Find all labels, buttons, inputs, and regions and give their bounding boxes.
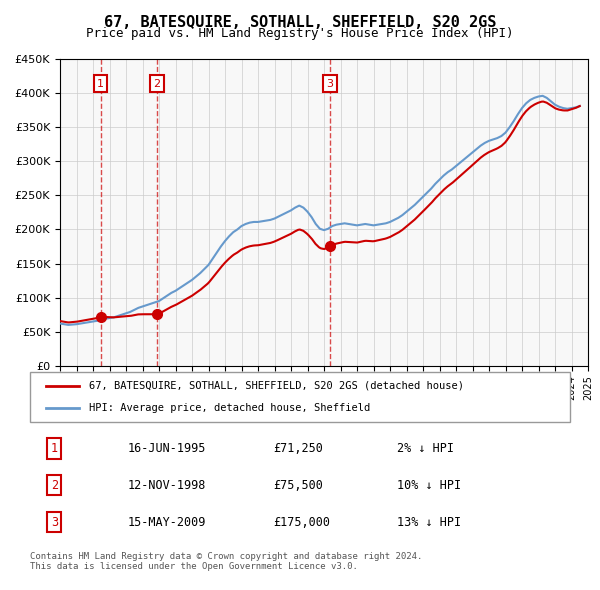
- Text: Price paid vs. HM Land Registry's House Price Index (HPI): Price paid vs. HM Land Registry's House …: [86, 27, 514, 40]
- Text: 2: 2: [153, 78, 160, 88]
- Text: 12-NOV-1998: 12-NOV-1998: [127, 478, 206, 492]
- Text: 16-JUN-1995: 16-JUN-1995: [127, 442, 206, 455]
- Text: 2% ↓ HPI: 2% ↓ HPI: [397, 442, 454, 455]
- Text: Contains HM Land Registry data © Crown copyright and database right 2024.
This d: Contains HM Land Registry data © Crown c…: [30, 552, 422, 571]
- Text: 10% ↓ HPI: 10% ↓ HPI: [397, 478, 461, 492]
- Text: 1: 1: [97, 78, 104, 88]
- Text: 13% ↓ HPI: 13% ↓ HPI: [397, 516, 461, 529]
- Text: £175,000: £175,000: [273, 516, 330, 529]
- Text: £75,500: £75,500: [273, 478, 323, 492]
- Text: 3: 3: [326, 78, 334, 88]
- FancyBboxPatch shape: [30, 372, 570, 422]
- Text: 67, BATESQUIRE, SOTHALL, SHEFFIELD, S20 2GS (detached house): 67, BATESQUIRE, SOTHALL, SHEFFIELD, S20 …: [89, 381, 464, 391]
- Text: 1: 1: [51, 442, 58, 455]
- Text: £71,250: £71,250: [273, 442, 323, 455]
- Text: 67, BATESQUIRE, SOTHALL, SHEFFIELD, S20 2GS: 67, BATESQUIRE, SOTHALL, SHEFFIELD, S20 …: [104, 15, 496, 30]
- Text: 15-MAY-2009: 15-MAY-2009: [127, 516, 206, 529]
- Text: 3: 3: [51, 516, 58, 529]
- Text: 2: 2: [51, 478, 58, 492]
- Text: HPI: Average price, detached house, Sheffield: HPI: Average price, detached house, Shef…: [89, 403, 371, 413]
